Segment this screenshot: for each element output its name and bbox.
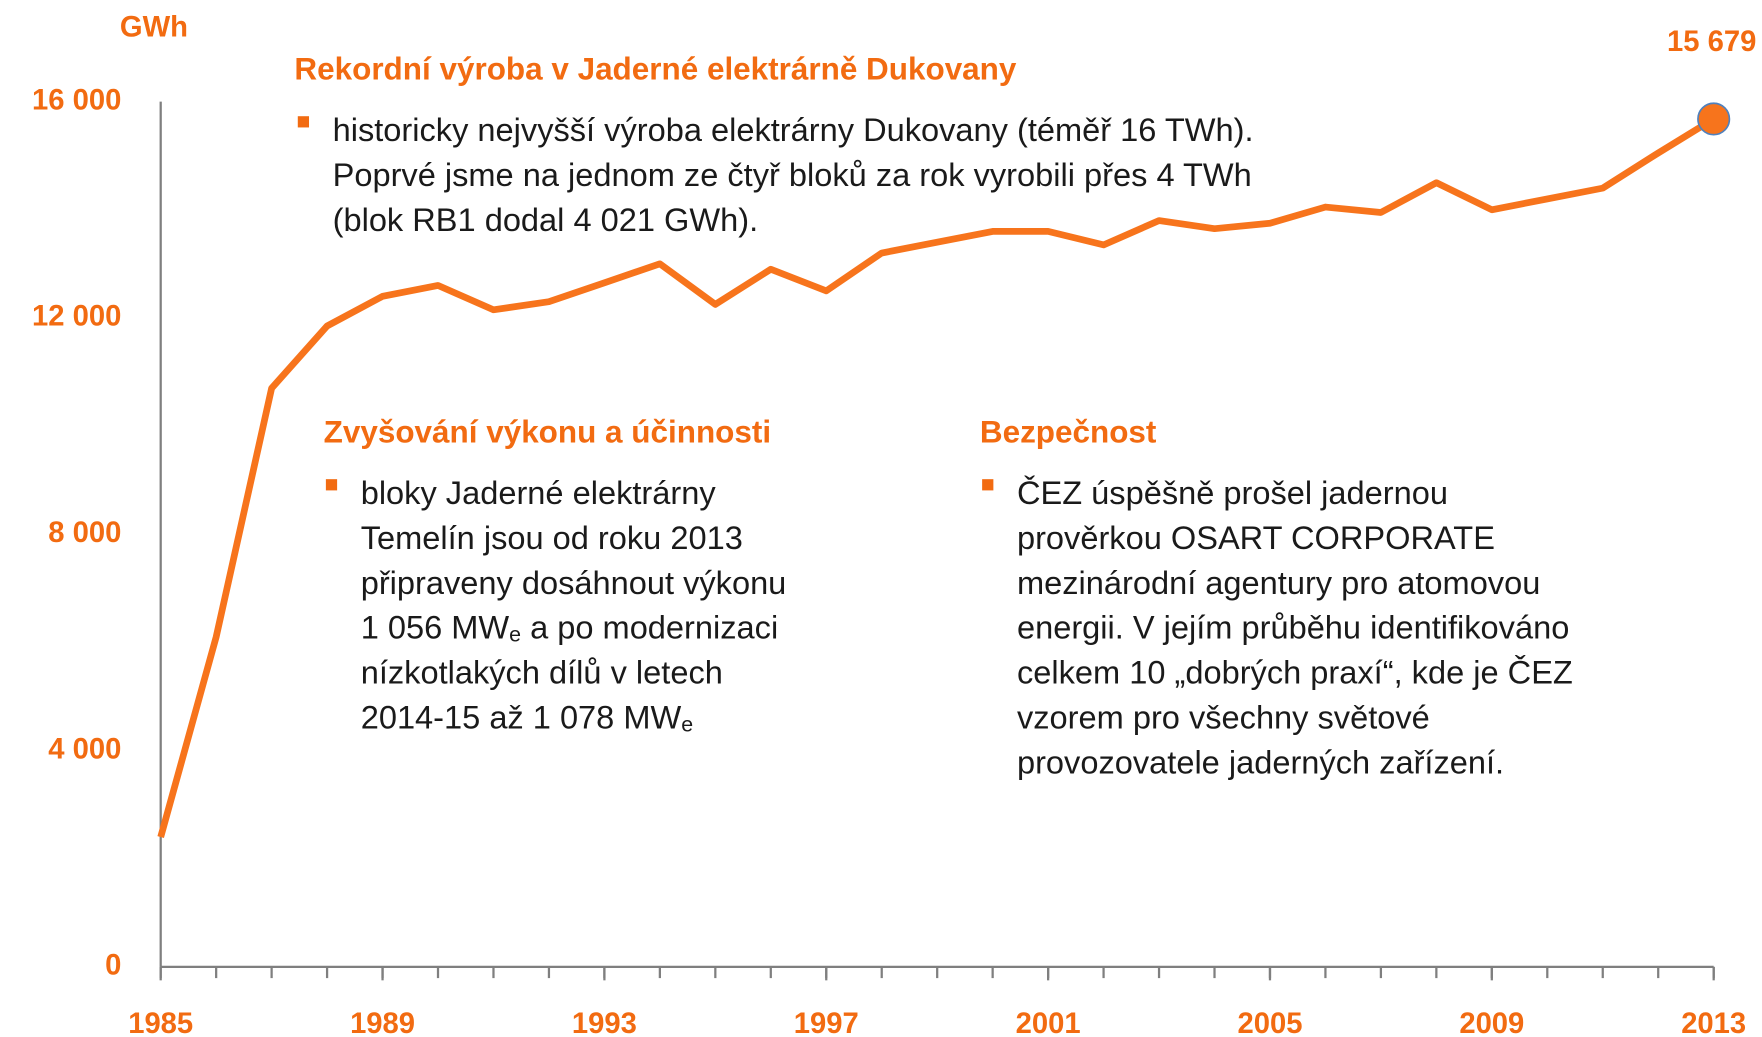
text-run: (blok RB1 dodal 4 021 GWh).: [333, 201, 759, 237]
subscript: e: [509, 623, 521, 647]
annotation-text: energii. V jejím průběhu identifikováno: [1017, 609, 1569, 645]
subscript: e: [681, 713, 693, 737]
annotation-text: bloky Jaderné elektrárny: [361, 475, 717, 511]
annotation-text: 2014-15 až 1 078 MWe: [361, 699, 693, 736]
bullet: [297, 116, 310, 128]
text-run: prověrkou OSART CORPORATE: [1017, 519, 1495, 555]
x-tick-label: 1997: [794, 1008, 859, 1037]
annotation-text: Poprvé jsme na jednom ze čtyř bloků za r…: [333, 156, 1252, 192]
text-run: 2014-15 až 1 078 MW: [361, 699, 682, 735]
text-run: provozovatele jaderných zařízení.: [1017, 744, 1504, 780]
end-marker: [1697, 102, 1731, 136]
text-run: energii. V jejím průběhu identifikováno: [1017, 609, 1569, 645]
text-run: Poprvé jsme na jednom ze čtyř bloků za r…: [333, 156, 1252, 192]
annotation-text: ČEZ úspěšně prošel jadernou: [1017, 474, 1448, 511]
y-axis-label: GWh: [120, 11, 188, 43]
x-tick-label: 2005: [1237, 1008, 1302, 1037]
x-tick-label: 2013: [1681, 1008, 1746, 1037]
annotation-text: 1 056 MWe a po modernizaci: [361, 609, 779, 646]
y-tick-label: 8 000: [48, 517, 121, 549]
y-tick-label: 0: [105, 950, 121, 982]
text-run: nízkotlakých dílů v letech: [361, 654, 723, 690]
line-series: [157, 116, 1716, 838]
x-tick-label: 1985: [128, 1008, 193, 1037]
text-run: a po modernizaci: [521, 609, 778, 645]
bullet: [982, 479, 994, 491]
annotation-text: prověrkou OSART CORPORATE: [1017, 519, 1495, 555]
annotation-title: Bezpečnost: [980, 415, 1157, 450]
annotation-text: historicky nejvyšší výroba elektrárny Du…: [333, 112, 1254, 148]
annotation-text: připraveny dosáhnout výkonu: [361, 564, 787, 600]
text-run: historicky nejvyšší výroba elektrárny Du…: [333, 112, 1254, 148]
text-run: vzorem pro všechny světové: [1017, 699, 1430, 735]
text-run: ČEZ úspěšně prošel jadernou: [1017, 474, 1448, 511]
x-tick-label: 2001: [1016, 1008, 1081, 1037]
annotation-text: provozovatele jaderných zařízení.: [1017, 744, 1504, 780]
bullet: [325, 479, 338, 491]
y-tick-label: 4 000: [48, 733, 121, 765]
text-run: Temelín jsou od roku 2013: [361, 519, 743, 555]
text-run: připraveny dosáhnout výkonu: [361, 564, 787, 600]
annotation-text: (blok RB1 dodal 4 021 GWh).: [333, 201, 759, 237]
annotation-text: nízkotlakých dílů v letech: [361, 654, 723, 690]
text-run: 1 056 MW: [361, 609, 510, 645]
text-run: mezinárodní agentury pro atomovou: [1017, 564, 1540, 600]
y-tick-label: 16 000: [32, 84, 121, 116]
text-run: bloky Jaderné elektrárny: [361, 475, 717, 511]
y-tick-label: 12 000: [32, 301, 121, 333]
value-label: 15 679: [1667, 26, 1756, 58]
x-tick-label: 1993: [572, 1008, 637, 1037]
x-tick-label: 2009: [1459, 1008, 1524, 1037]
annotation-text: mezinárodní agentury pro atomovou: [1017, 564, 1540, 600]
annotation-text: celkem 10 „dobrých praxí“, kde je ČEZ: [1017, 653, 1573, 690]
annotation-title: Rekordní výroba v Jaderné elektrárně Duk…: [294, 52, 1016, 87]
annotation-text: Temelín jsou od roku 2013: [361, 519, 743, 555]
annotation-title: Zvyšování výkonu a účinnosti: [324, 415, 771, 450]
x-tick-label: 1989: [350, 1008, 415, 1037]
text-run: celkem 10 „dobrých praxí“, kde je ČEZ: [1017, 653, 1573, 690]
annotation-text: vzorem pro všechny světové: [1017, 699, 1430, 735]
